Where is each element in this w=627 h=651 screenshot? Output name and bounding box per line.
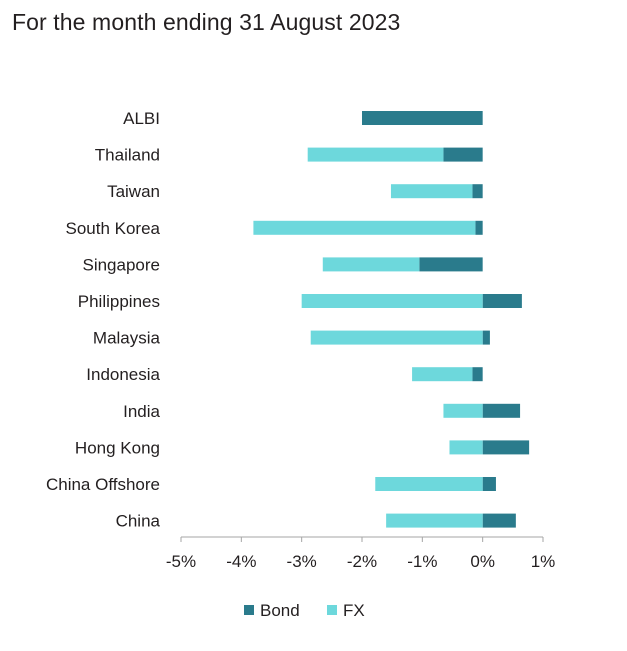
bar-bond-china — [482, 513, 516, 528]
category-label-china: China — [116, 512, 161, 531]
x-tick-label: -4% — [226, 552, 256, 571]
bar-bond-hong-kong — [482, 440, 530, 455]
x-tick-label: 0% — [470, 552, 495, 571]
category-label-philippines: Philippines — [78, 292, 160, 311]
category-label-india: India — [123, 402, 160, 421]
bar-fx-taiwan — [390, 184, 473, 199]
bar-bond-south-korea — [475, 220, 483, 235]
x-tick-label: -1% — [407, 552, 437, 571]
x-tick-label: -2% — [347, 552, 377, 571]
category-label-albi: ALBI — [123, 109, 160, 128]
bar-fx-china-offshore — [375, 477, 483, 491]
bar-fx-philippines — [301, 294, 483, 308]
x-tick-label: -5% — [166, 552, 196, 571]
category-label-indonesia: Indonesia — [86, 365, 160, 384]
bar-bond-philippines — [482, 294, 522, 308]
bar-fx-india — [443, 403, 483, 418]
bar-bond-taiwan — [472, 184, 483, 199]
category-label-taiwan: Taiwan — [107, 182, 160, 201]
bar-fx-south-korea — [253, 220, 476, 235]
x-tick-label: 1% — [531, 552, 556, 571]
bar-bond-singapore — [419, 257, 483, 272]
bar-fx-malaysia — [310, 330, 483, 345]
legend-label-bond: Bond — [260, 601, 300, 620]
bar-fx-hong-kong — [449, 440, 483, 455]
legend-label-fx: FX — [343, 601, 365, 620]
legend-swatch-bond — [244, 605, 254, 615]
x-tick-label: -3% — [287, 552, 317, 571]
bars-layer — [253, 111, 530, 528]
bar-bond-indonesia — [472, 367, 483, 382]
bar-bond-albi — [362, 111, 483, 125]
bar-bond-china-offshore — [482, 477, 496, 491]
x-axis: -5% -4% -3% -2% -1% 0% 1% — [166, 536, 556, 571]
category-label-south-korea: South Korea — [65, 219, 160, 238]
bar-bond-india — [482, 403, 521, 418]
chart-title: For the month ending 31 August 2023 — [12, 9, 401, 35]
bar-bond-thailand — [443, 147, 483, 162]
bar-bond-malaysia — [482, 330, 490, 345]
category-label-china-offshore: China Offshore — [46, 475, 160, 494]
bar-fx-indonesia — [412, 367, 473, 382]
category-labels: ALBI Thailand Taiwan South Korea Singapore Ph… — [46, 109, 161, 531]
category-label-thailand: Thailand — [95, 146, 160, 165]
category-label-singapore: Singapore — [82, 255, 160, 274]
bar-fx-thailand — [307, 147, 444, 162]
legend-swatch-fx — [327, 605, 337, 615]
category-label-hong-kong: Hong Kong — [75, 438, 160, 457]
category-label-malaysia: Malaysia — [93, 329, 161, 348]
legend: Bond FX — [244, 601, 365, 620]
bar-fx-china — [386, 513, 483, 528]
bar-fx-singapore — [322, 257, 420, 272]
